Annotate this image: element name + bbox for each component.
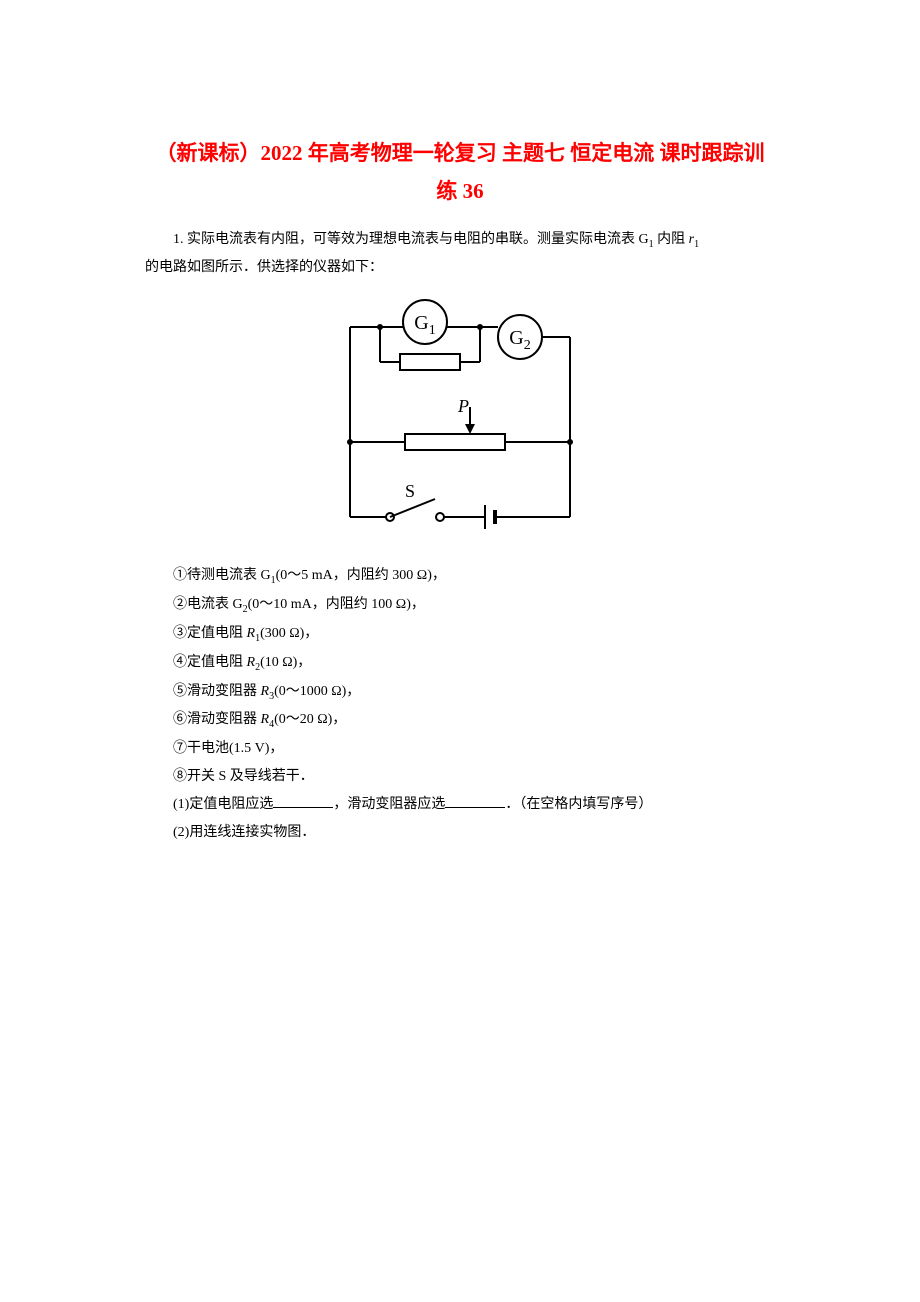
item-1-a: 待测电流表 G — [187, 568, 271, 583]
item-7-a: 干电池(1.5 V)， — [187, 741, 283, 756]
title-line2: 练 36 — [145, 173, 775, 211]
circuit-diagram: G1 G2 P — [145, 297, 775, 542]
item-1-b: (0～5 mA，内阻约 300 Ω)， — [276, 568, 446, 583]
circuit-svg: G1 G2 P — [310, 297, 610, 537]
s-label: S — [405, 481, 415, 501]
intro-text-b: 内阻 — [654, 232, 689, 247]
intro-paragraph: 1. 实际电流表有内阻，可等效为理想电流表与电阻的串联。测量实际电流表 G 1 内… — [145, 226, 775, 255]
blank-2 — [445, 794, 505, 808]
item-8-num: ⑧ — [173, 769, 187, 784]
item-5: ⑤滑动变阻器 R3(0～1000 Ω)， — [145, 678, 775, 707]
item-3-num: ③ — [173, 626, 187, 641]
item-8: ⑧开关 S 及导线若干． — [145, 763, 775, 791]
item-5-b: (0～1000 Ω)， — [274, 684, 360, 699]
q1-a: (1)定值电阻应选 — [173, 797, 273, 812]
question-1: (1)定值电阻应选 ，滑动变阻器应选 ．（在空格内填写序号） — [145, 791, 775, 819]
title-line1: （新课标）2022 年高考物理一轮复习 主题七 恒定电流 课时跟踪训 — [145, 135, 775, 173]
item-6-a: 滑动变阻器 — [187, 712, 261, 727]
item-4-a: 定值电阻 — [187, 655, 247, 670]
item-8-a: 开关 S 及导线若干． — [187, 769, 314, 784]
item-6: ⑥滑动变阻器 R4(0～20 Ω)， — [145, 706, 775, 735]
item-3-a: 定值电阻 — [187, 626, 247, 641]
intro-paragraph-2: 的电路如图所示．供选择的仪器如下： — [145, 254, 775, 282]
item-4: ④定值电阻 R2(10 Ω)， — [145, 649, 775, 678]
question-2: (2)用连线连接实物图． — [145, 819, 775, 847]
item-1: ①待测电流表 G1(0～5 mA，内阻约 300 Ω)， — [145, 562, 775, 591]
item-5-r: R — [261, 684, 270, 699]
item-4-num: ④ — [173, 655, 187, 670]
p-label: P — [457, 396, 469, 416]
item-4-r: R — [247, 655, 256, 670]
intro-sub1b: 1 — [694, 238, 699, 249]
item-5-num: ⑤ — [173, 684, 187, 699]
q1-c: ．（在空格内填写序号） — [505, 797, 652, 812]
item-6-r: R — [261, 712, 270, 727]
item-2-num: ② — [173, 597, 187, 612]
item-4-b: (10 Ω)， — [260, 655, 311, 670]
item-5-a: 滑动变阻器 — [187, 684, 261, 699]
item-2-a: 电流表 G — [187, 597, 243, 612]
blank-1 — [273, 794, 333, 808]
item-7: ⑦干电池(1.5 V)， — [145, 735, 775, 763]
item-3-b: (300 Ω)， — [260, 626, 318, 641]
item-7-num: ⑦ — [173, 741, 187, 756]
q1-b: ，滑动变阻器应选 — [333, 797, 445, 812]
item-2: ②电流表 G2(0～10 mA，内阻约 100 Ω)， — [145, 591, 775, 620]
item-6-b: (0～20 Ω)， — [274, 712, 346, 727]
item-3: ③定值电阻 R1(300 Ω)， — [145, 620, 775, 649]
item-2-b: (0～10 mA，内阻约 100 Ω)， — [248, 597, 425, 612]
item-3-r: R — [247, 626, 256, 641]
intro-text-a: 1. 实际电流表有内阻，可等效为理想电流表与电阻的串联。测量实际电流表 G — [173, 232, 649, 247]
item-1-num: ① — [173, 568, 187, 583]
item-6-num: ⑥ — [173, 712, 187, 727]
